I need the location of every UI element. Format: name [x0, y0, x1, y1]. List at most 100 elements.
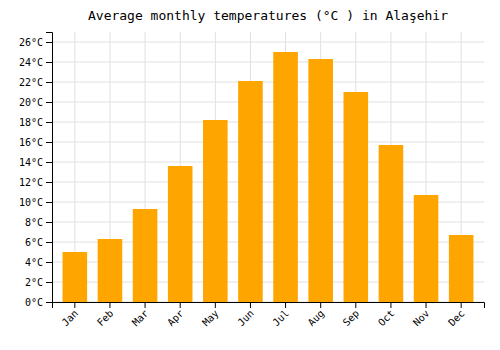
- x-tick-label: Dec: [446, 308, 467, 329]
- bar: [203, 120, 228, 302]
- bar: [238, 81, 263, 302]
- y-tick: 8°C: [25, 217, 52, 228]
- y-tick-label: 26°C: [19, 37, 43, 48]
- x-tick: Oct: [376, 302, 397, 328]
- x-tick-mark: [180, 302, 181, 308]
- x-tick-mark: [355, 302, 356, 308]
- y-axis: 0°C 2°C 4°C 6°C 8°C 10°C 12°C 14°C 16°C 18°C 20°C 2…: [19, 33, 53, 308]
- bar: [449, 235, 474, 302]
- x-tick: May: [200, 302, 221, 328]
- y-tick: 18°C: [19, 117, 52, 128]
- x-tick-mark: [285, 302, 286, 308]
- y-tick-mark: [46, 182, 52, 183]
- y-tick-label: 8°C: [25, 217, 43, 228]
- x-tick: Nov: [411, 302, 432, 328]
- bar: [379, 145, 404, 302]
- y-tick-label: 10°C: [19, 197, 43, 208]
- x-tick-mark: [390, 302, 391, 308]
- y-grid-line: [52, 142, 484, 143]
- y-tick-mark: [46, 82, 52, 83]
- y-tick-label: 4°C: [25, 257, 43, 268]
- x-axis: Jan Feb Mar Apr May Jun Jul Aug Sep Oct Nov Dec: [53, 302, 485, 328]
- y-tick-mark: [46, 162, 52, 163]
- y-tick: 4°C: [25, 257, 52, 268]
- x-tick-mark: [215, 302, 216, 308]
- y-tick-label: 6°C: [25, 237, 43, 248]
- x-tick: Feb: [95, 302, 116, 328]
- x-tick-label: Nov: [411, 308, 432, 329]
- x-tick-mark: [109, 302, 110, 308]
- x-tick-label: Jan: [60, 308, 81, 329]
- y-tick-label: 2°C: [25, 277, 43, 288]
- x-tick: Dec: [446, 302, 467, 328]
- bar: [344, 92, 369, 302]
- y-tick: 10°C: [19, 197, 52, 208]
- x-tick-label: Sep: [341, 308, 362, 329]
- y-tick-mark: [46, 262, 52, 263]
- title: Average monthly temperatures (°C ) in Al…: [88, 8, 448, 23]
- bar: [168, 166, 193, 302]
- y-tick-mark: [46, 62, 52, 63]
- bar: [308, 59, 333, 302]
- y-tick-mark: [46, 202, 52, 203]
- grid: [52, 32, 484, 302]
- y-tick: 22°C: [19, 77, 52, 88]
- x-tick-mark: [320, 302, 321, 308]
- x-tick-mark: [250, 302, 251, 308]
- y-tick-mark: [46, 302, 52, 303]
- x-tick: Sep: [341, 302, 362, 328]
- plot-area: [63, 52, 474, 302]
- y-grid-line: [52, 122, 484, 123]
- x-tick: Aug: [306, 302, 327, 328]
- x-tick-label: Aug: [306, 308, 327, 329]
- x-axis-line: [53, 303, 485, 309]
- chart: 0°C 2°C 4°C 6°C 8°C 10°C 12°C 14°C 16°C 18°C 20°C 2…: [0, 0, 500, 350]
- x-tick-mark: [461, 302, 462, 308]
- y-tick: 26°C: [19, 37, 52, 48]
- y-tick: 0°C: [25, 297, 52, 308]
- y-tick-label: 16°C: [19, 137, 43, 148]
- x-tick: Jul: [270, 302, 291, 328]
- y-tick-label: 0°C: [25, 297, 43, 308]
- x-tick-label: Jul: [270, 308, 291, 329]
- bar: [63, 252, 88, 302]
- x-tick: Apr: [165, 302, 186, 328]
- x-tick: Mar: [130, 302, 151, 328]
- x-tick-label: Oct: [376, 308, 397, 329]
- y-tick-mark: [46, 242, 52, 243]
- x-tick-mark: [426, 302, 427, 308]
- y-tick-mark: [46, 142, 52, 143]
- y-grid-line: [52, 102, 484, 103]
- y-tick-label: 20°C: [19, 97, 43, 108]
- y-tick-mark: [46, 122, 52, 123]
- x-tick-label: May: [200, 308, 221, 329]
- x-tick: Jan: [60, 302, 81, 328]
- y-tick: 6°C: [25, 237, 52, 248]
- bar: [98, 239, 123, 302]
- y-tick-mark: [46, 42, 52, 43]
- x-tick: Jun: [235, 302, 256, 328]
- y-axis-line: [46, 33, 53, 303]
- y-tick-label: 18°C: [19, 117, 43, 128]
- y-tick-label: 14°C: [19, 157, 43, 168]
- y-tick: 16°C: [19, 137, 52, 148]
- y-grid-line: [52, 62, 484, 63]
- bar: [133, 209, 158, 302]
- y-grid-line: [52, 182, 484, 183]
- y-grid-line: [52, 82, 484, 83]
- x-tick-label: Apr: [165, 308, 186, 329]
- y-tick-label: 24°C: [19, 57, 43, 68]
- y-grid-line: [52, 162, 484, 163]
- y-tick: 14°C: [19, 157, 52, 168]
- y-tick-label: 22°C: [19, 77, 43, 88]
- y-tick: 2°C: [25, 277, 52, 288]
- y-tick: 12°C: [19, 177, 52, 188]
- bar: [273, 52, 298, 302]
- y-tick-mark: [46, 282, 52, 283]
- x-tick-label: Mar: [130, 308, 151, 329]
- y-grid-line: [52, 42, 484, 43]
- x-tick-label: Jun: [235, 308, 256, 329]
- x-tick-label: Feb: [95, 308, 116, 329]
- y-tick-mark: [46, 102, 52, 103]
- y-tick: 20°C: [19, 97, 52, 108]
